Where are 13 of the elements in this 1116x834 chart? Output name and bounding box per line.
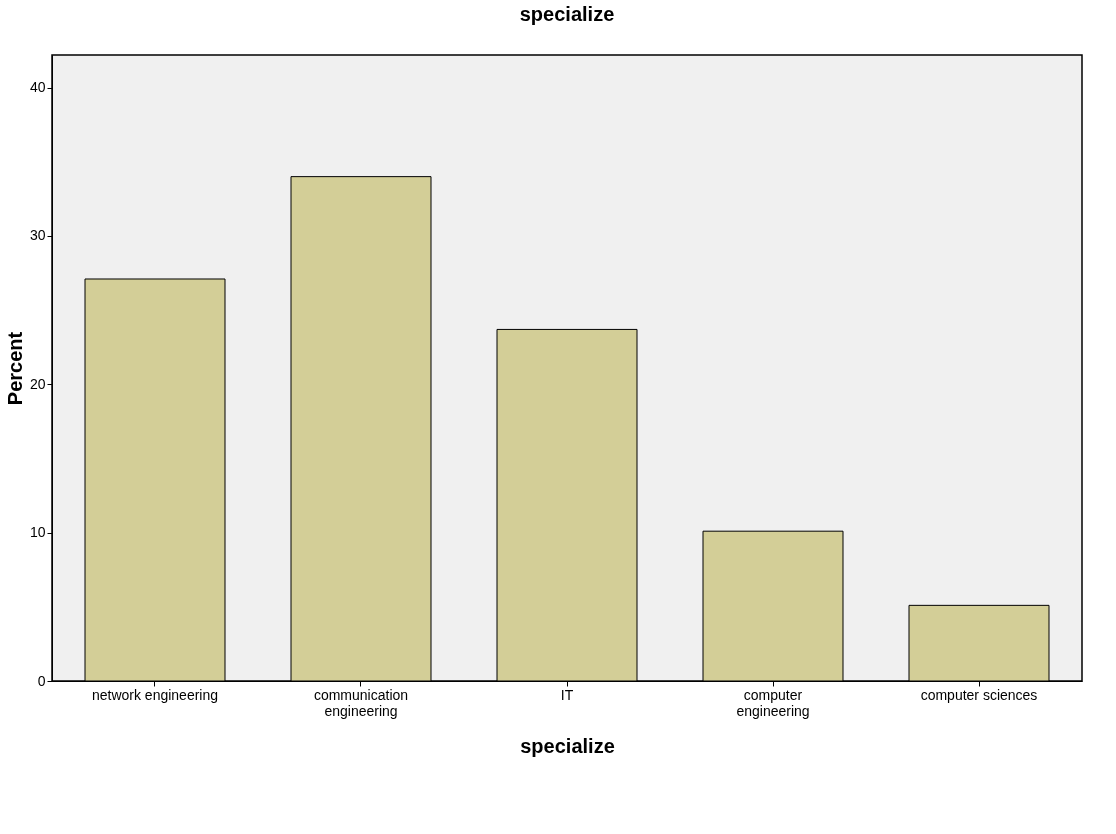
x-tick-label: communication engineering (313, 686, 409, 719)
y-tick-label: 0 (37, 672, 46, 689)
chart-title: specialize (519, 3, 615, 25)
x-tick-label: computer engineering (736, 686, 810, 719)
y-tick-label: 20 (29, 375, 46, 392)
y-tick-label: 10 (29, 524, 46, 541)
y-tick-label: 30 (29, 227, 46, 244)
x-axis-title: specialize (520, 734, 615, 757)
y-tick-label: 40 (29, 79, 46, 96)
x-tick-label: network engineering (91, 686, 219, 703)
x-tick-label: computer sciences (920, 686, 1038, 703)
y-axis-title: Percent (3, 331, 26, 406)
x-tick-label: IT (560, 686, 574, 703)
